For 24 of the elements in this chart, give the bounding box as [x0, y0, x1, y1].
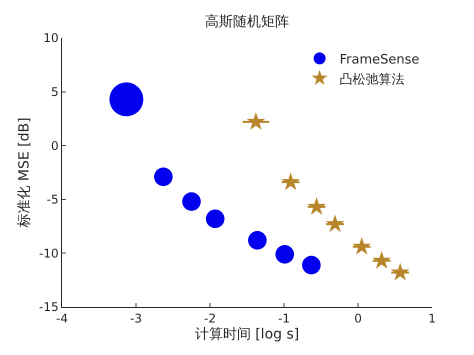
x-tick-label: 1 [428, 311, 436, 326]
x-tick-label: -4 [56, 311, 68, 326]
x-axis-title: 计算时间 [log s] [194, 326, 300, 343]
point [326, 214, 344, 232]
y-axis-title: 标准化 MSE [dB] [16, 117, 33, 229]
y-tick-label: -10 [38, 246, 59, 260]
legend-label: 凸松弛算法 [340, 72, 405, 88]
y-tick-label: -5 [46, 192, 59, 207]
point [246, 112, 266, 130]
legend-label: FrameSense [340, 52, 420, 68]
x-tick-label: -3 [130, 311, 142, 326]
y-tick-label: 0 [50, 138, 59, 153]
x-tick-label: -1 [278, 311, 290, 326]
point [352, 236, 372, 255]
point [307, 197, 326, 215]
y-tick-label: 5 [50, 85, 59, 99]
x-tick-label: 0 [354, 311, 362, 326]
y-tick-label: 10 [43, 31, 59, 46]
point [372, 250, 391, 269]
chart-title: 高斯随机矩阵 [205, 14, 289, 30]
point [281, 172, 300, 190]
point [390, 262, 410, 280]
y-tick-label: -15 [38, 300, 59, 314]
x-tick-label: -2 [204, 311, 216, 326]
